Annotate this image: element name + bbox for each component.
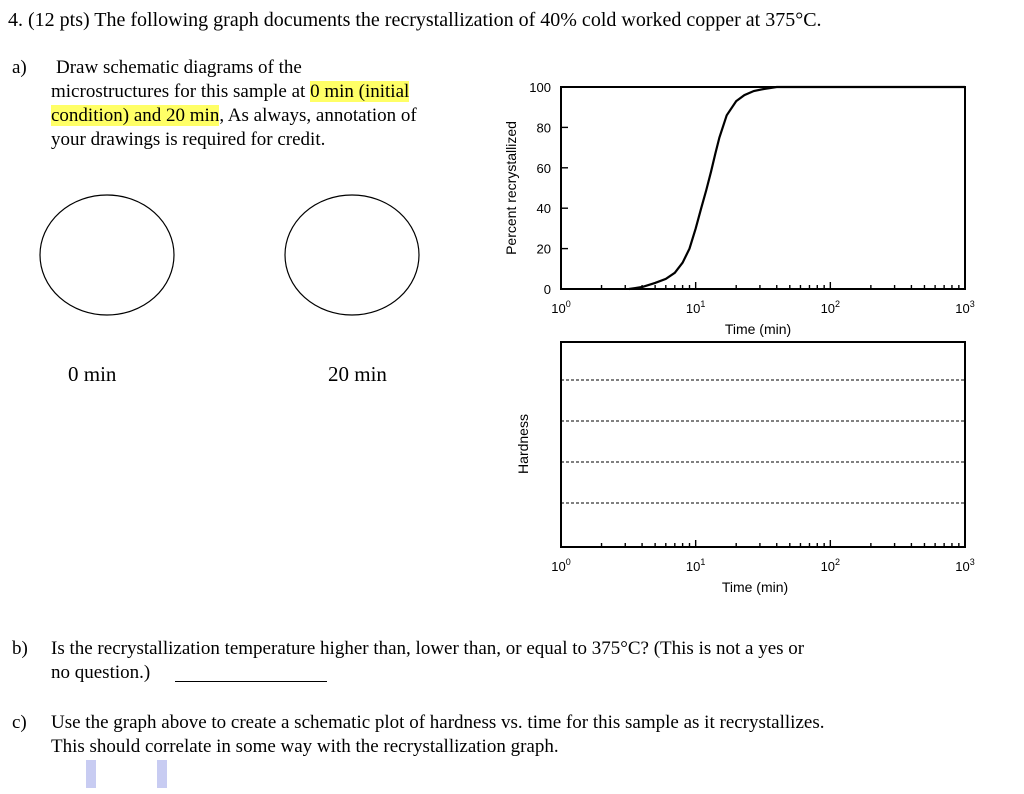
part-a-marker: a) (12, 57, 27, 78)
selection-marker-right (157, 760, 167, 788)
part-b-line2: no question.) (51, 662, 151, 683)
hardness-chart: Hardness Time (min) 100 101 102 103 (515, 341, 975, 595)
chart2-x-tick-label: 103 (955, 557, 974, 574)
part-c-marker: c) (12, 712, 27, 733)
chart1-x-tick-label: 100 (551, 299, 570, 316)
part-a-line2: microstructures for this sample at 0 min… (51, 80, 410, 104)
circle-0-min[interactable] (39, 194, 175, 316)
part-c-line2: This should correlate in some way with t… (51, 736, 559, 757)
chart1-x-tick-label: 103 (955, 299, 974, 316)
chart2-x-tick-label: 100 (551, 557, 570, 574)
circle-right-label: 20 min (328, 362, 387, 386)
chart2-x-axis-label: Time (min) (722, 579, 788, 595)
circle-left-label: 0 min (68, 362, 117, 386)
chart1-frame (560, 86, 966, 290)
chart1-y-tick-label: 20 (537, 242, 551, 257)
part-b-marker: b) (12, 638, 28, 659)
part-a-highlight-1: 0 min (initial (310, 81, 410, 102)
part-a-line3-text: , As always, annotation of (219, 105, 417, 126)
chart2-y-axis-label: Hardness (515, 414, 531, 474)
chart1-y-tick-label: 100 (529, 80, 551, 95)
circle-20-min[interactable] (284, 194, 420, 316)
chart1-x-tick-label: 101 (686, 299, 705, 316)
chart1-x-tick-label: 102 (821, 299, 840, 316)
microstructure-circles (39, 194, 420, 316)
part-a-highlight-2: condition) and 20 min (51, 105, 220, 126)
part-a-line4: your drawings is required for credit. (51, 129, 326, 150)
chart1-y-tick-label: 0 (544, 282, 551, 297)
chart1-y-tick-label: 80 (537, 120, 551, 135)
recrystallization-chart: Percent recrystallized Time (min) 0 20 40 6… (503, 80, 975, 337)
part-a-line3: condition) and 20 min, As always, annota… (51, 104, 417, 128)
part-c-line1: Use the graph above to create a schemati… (51, 712, 825, 733)
chart2-x-tick-label: 102 (821, 557, 840, 574)
chart2-frame (560, 341, 966, 548)
chart1-y-tick-label: 40 (537, 201, 551, 216)
chart1-y-tick-label: 60 (537, 161, 551, 176)
question-header: 4. (12 pts) The following graph document… (8, 9, 822, 31)
chart1-x-axis-label: Time (min) (725, 321, 791, 337)
part-a-line1: Draw schematic diagrams of the (56, 57, 302, 78)
chart1-y-axis-label: Percent recrystallized (503, 121, 519, 255)
selection-marker-left (86, 760, 96, 788)
part-a-line2-text: microstructures for this sample at (51, 81, 311, 102)
chart2-x-tick-label: 101 (686, 557, 705, 574)
chart1-series-line (628, 85, 965, 291)
charts-area: Percent recrystallized Time (min) 0 20 40 6… (503, 80, 975, 595)
answer-blank-line[interactable] (175, 681, 327, 682)
part-b-line1: Is the recrystallization temperature hig… (51, 638, 805, 659)
